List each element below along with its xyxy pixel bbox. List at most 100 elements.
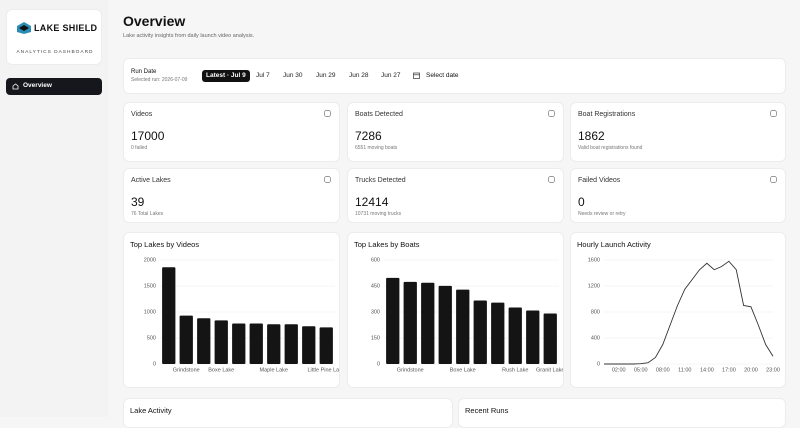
chart-card: Top Lakes by Videos 0 500 1000 1500 2000 Grind…: [123, 232, 340, 388]
x-tick-label: Boxe Lake: [208, 367, 234, 373]
x-tick-label: 02:00: [612, 367, 626, 373]
x-tick-label: 08:00: [656, 367, 670, 373]
icon-shape: [770, 176, 777, 183]
stat-card: Videos 17000 0 failed: [123, 102, 340, 162]
y-tick-label: 800: [591, 309, 600, 315]
bar: [232, 323, 246, 364]
x-tick-label: Grindstone: [397, 367, 424, 373]
bar: [543, 313, 557, 364]
stat-label: Boats Detected: [355, 111, 403, 118]
x-tick-label: 05:00: [634, 367, 648, 373]
line: [604, 260, 774, 365]
bar: [284, 324, 298, 364]
bar: [473, 300, 487, 364]
stat-note: 76 Total Lakes: [131, 211, 164, 217]
y-tick-label: 600: [371, 257, 380, 263]
x-tick-label: 20:00: [744, 367, 758, 373]
bar: [491, 302, 505, 364]
chart-title: Top Lakes by Boats: [354, 240, 420, 249]
bar: [214, 320, 228, 364]
x-tick-label: Granit Lake: [536, 367, 563, 373]
x-tick-label: Rush Lake: [502, 367, 528, 373]
x-tick-label: 11:00: [678, 367, 691, 373]
bar: [421, 282, 435, 364]
page-subtitle: Lake activity insights from daily launch…: [123, 33, 255, 39]
calendar-icon: [413, 72, 420, 79]
page-title: Overview: [123, 13, 186, 29]
x-tick-label: 23:00: [766, 367, 780, 373]
stat-icon: [548, 176, 555, 183]
bar: [526, 310, 540, 364]
stat-value: 7286: [355, 129, 382, 143]
nav-item[interactable]: Overview: [6, 78, 102, 95]
icon-shape: [324, 176, 331, 183]
card-title: Recent Runs: [465, 406, 509, 415]
card-title: Lake Activity: [130, 406, 172, 415]
chart: 0 500 1000 1500 2000 Grindstone Boxe Lake Maple…: [144, 257, 339, 373]
home-icon: [12, 83, 19, 90]
y-tick-label: 300: [371, 309, 380, 315]
stat-label: Boat Registrations: [578, 111, 636, 118]
stat-label: Active Lakes: [131, 177, 171, 184]
date-chip[interactable]: Jun 28: [349, 72, 369, 79]
stat-icon: [548, 110, 555, 117]
recent-runs-card: Recent Runs: [458, 398, 786, 428]
stat-icon: [324, 110, 331, 117]
run-date-label: Run Date: [131, 69, 157, 75]
logo: [17, 22, 31, 34]
y-tick-label: 1600: [588, 257, 600, 263]
date-chip[interactable]: Jun 29: [316, 72, 336, 79]
icon-shape: [324, 110, 331, 117]
stat-note: 10731 moving trucks: [355, 211, 402, 217]
stat-note: 6551 moving boats: [355, 145, 398, 151]
stat-value: 1862: [578, 129, 605, 143]
sidebar: LAKE SHIELD ANALYTICS DASHBOARD Overview: [0, 0, 108, 417]
brand: LAKE SHIELD: [34, 23, 98, 33]
icon-shape: [548, 176, 555, 183]
stat-card: Failed Videos 0 Needs review or retry: [570, 168, 786, 223]
bar: [386, 277, 400, 364]
y-tick-label: 0: [597, 361, 600, 367]
y-tick-label: 500: [147, 335, 156, 341]
date-chip[interactable]: Jul 7: [256, 72, 270, 79]
stat-icon: [770, 176, 777, 183]
stat-value: 39: [131, 195, 145, 209]
stat-icon: [770, 110, 777, 117]
stat-value: 12414: [355, 195, 389, 209]
stat-label: Failed Videos: [578, 177, 621, 184]
stat-icon: [324, 176, 331, 183]
x-tick-label: Maple Lake: [260, 367, 288, 373]
y-tick-label: 450: [371, 283, 380, 289]
x-tick-label: 17:00: [722, 367, 736, 373]
bar: [508, 307, 522, 364]
chart-title: Hourly Launch Activity: [577, 240, 651, 249]
bar: [162, 267, 176, 364]
chart: 0 150 300 450 600 Grindstone Boxe Lake Rush Lak…: [371, 257, 563, 373]
date-chip[interactable]: Jun 27: [381, 72, 401, 79]
bar: [179, 315, 193, 364]
bar: [267, 324, 281, 364]
chart-card: Top Lakes by Boats 0 150 300 450 600 Grindston…: [347, 232, 564, 388]
x-tick-label: Boxe Lake: [450, 367, 476, 373]
stat-card: Trucks Detected 12414 10731 moving trucks: [347, 168, 564, 223]
y-tick-label: 0: [377, 361, 380, 367]
bar: [302, 326, 316, 364]
chart-card: Hourly Launch Activity 0 400 800 1200 1600 02:…: [570, 232, 786, 388]
stat-note: 0 failed: [131, 145, 148, 151]
date-chip[interactable]: Latest · Jul 9: [202, 70, 250, 82]
icon-shape: [548, 110, 555, 117]
brand-card: LAKE SHIELD ANALYTICS DASHBOARD: [6, 9, 102, 65]
y-tick-label: 1500: [144, 283, 156, 289]
date-chip[interactable]: Jun 30: [283, 72, 303, 79]
run-date-selected: Selected run: 2026-07-09: [131, 77, 188, 83]
x-tick-label: Grindstone: [173, 367, 200, 373]
date-picker[interactable]: Select date: [426, 72, 459, 79]
x-tick-label: 14:00: [700, 367, 714, 373]
stat-card: Boat Registrations 1862 Valid boat registr…: [570, 102, 786, 162]
y-tick-label: 1200: [588, 283, 600, 289]
stat-value: 0: [578, 195, 585, 209]
bar: [403, 281, 417, 364]
y-tick-label: 0: [153, 361, 156, 367]
bar: [438, 285, 452, 364]
